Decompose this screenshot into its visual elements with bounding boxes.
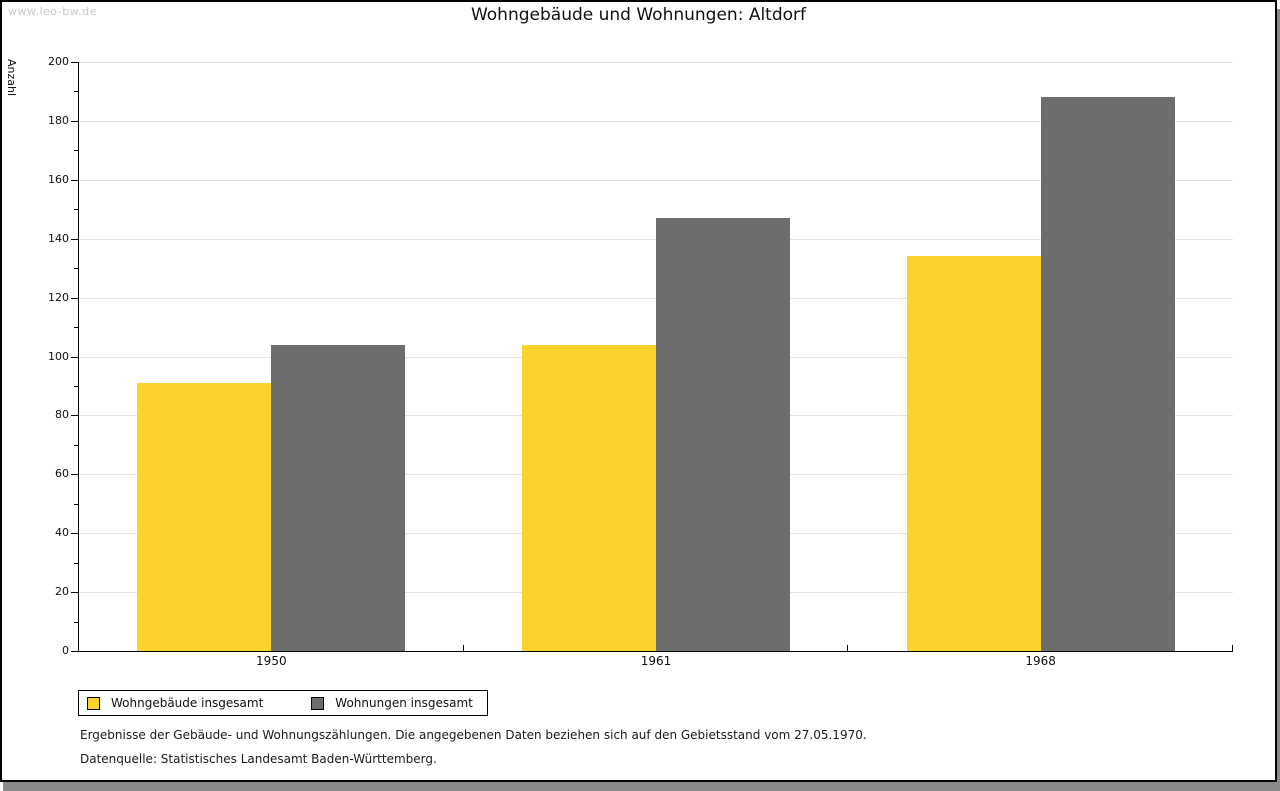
page-title: Wohngebäude und Wohnungen: Altdorf: [470, 5, 807, 25]
y-axis-label: Anzahl: [5, 59, 18, 97]
legend-item-label: Wohngebäude insgesamt: [111, 696, 264, 710]
bar: [271, 344, 406, 651]
gridline: [79, 62, 1233, 63]
plot-area: 0 20 40 60 80 100 120 140 160 180 200 1950 1961 1968: [48, 55, 1233, 668]
y-minor-tick: [74, 503, 78, 505]
y-tick-label: 0: [62, 644, 69, 657]
y-major-tick: [71, 356, 78, 358]
y-major-tick: [71, 120, 78, 122]
x-axis-tick: [1232, 645, 1233, 651]
y-major-tick: [71, 651, 78, 652]
x-axis-tick: [847, 645, 849, 651]
y-minor-tick: [74, 209, 78, 211]
gridline: [79, 179, 1233, 181]
y-major-tick: [71, 62, 78, 63]
legend: Wohngebäude insgesamt Wohnungen insgesam…: [78, 690, 488, 716]
y-major-tick: [71, 533, 78, 535]
y-tick-label: 180: [48, 113, 69, 127]
y-major-tick: [71, 474, 78, 476]
bar: [137, 383, 272, 651]
y-tick-label: 200: [48, 55, 69, 68]
y-minor-tick: [74, 444, 78, 446]
x-category-label: 1950: [256, 654, 287, 668]
legend-swatch-wohnungen: [311, 696, 325, 710]
bar: [1040, 97, 1175, 651]
y-major-tick: [71, 592, 78, 594]
y-tick-label: 160: [48, 172, 69, 186]
y-tick-label: 100: [48, 349, 69, 363]
y-minor-tick: [74, 327, 78, 329]
y-minor-tick: [74, 268, 78, 270]
bar: [656, 218, 790, 651]
watermark: www.leo-bw.de: [8, 5, 97, 18]
bar: [522, 344, 656, 651]
x-category-label: 1961: [640, 654, 672, 668]
y-minor-tick: [74, 621, 78, 623]
x-axis-tick: [462, 645, 464, 651]
y-tick-label: 120: [48, 290, 69, 304]
legend-swatch-wohngebaeude: [87, 696, 100, 710]
footnote-data-source: Datenquelle: Statistisches Landesamt Bad…: [80, 752, 437, 766]
y-major-tick: [71, 415, 78, 417]
x-category-label: 1968: [1025, 654, 1056, 668]
y-major-tick: [71, 297, 78, 299]
y-minor-tick: [74, 562, 78, 564]
legend-item: Wohnungen insgesamt: [311, 696, 473, 710]
gridline: [79, 120, 1233, 122]
y-major-tick: [71, 179, 78, 181]
y-tick-label: 140: [48, 231, 69, 245]
legend-item-label: Wohnungen insgesamt: [335, 696, 473, 710]
y-tick-label: 80: [55, 408, 69, 422]
y-minor-tick: [74, 91, 78, 93]
y-tick-label: 40: [55, 526, 69, 540]
legend-item: Wohngebäude insgesamt: [87, 696, 263, 710]
y-minor-tick: [74, 385, 78, 387]
y-tick-label: 20: [55, 585, 69, 599]
footnote-source-note: Ergebnisse der Gebäude- und Wohnungszähl…: [80, 728, 867, 742]
y-tick-label: 60: [55, 467, 69, 481]
y-minor-tick: [74, 150, 78, 152]
bar: [906, 256, 1041, 651]
y-major-tick: [71, 238, 78, 240]
